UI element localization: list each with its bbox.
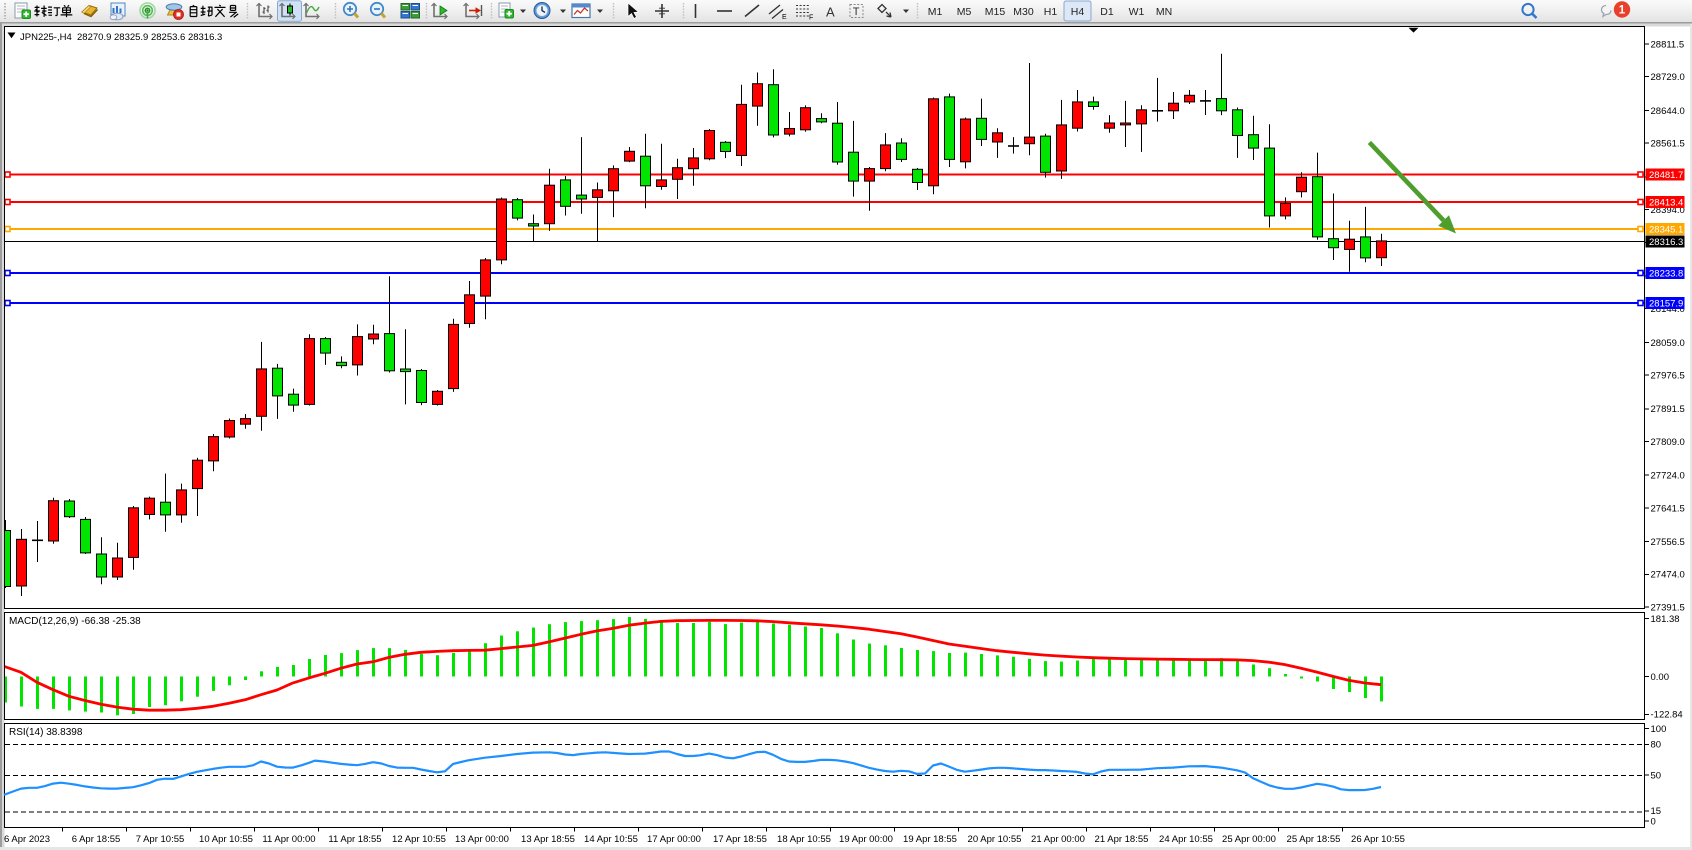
svg-text:JPN225-,H4 28270.9 28325.9 28: JPN225-,H4 28270.9 28325.9 28253.6 28316… [20, 32, 222, 43]
svg-text:19 Apr 18:55: 19 Apr 18:55 [903, 834, 957, 845]
svg-text:0: 0 [1651, 817, 1656, 828]
svg-text:MN: MN [1156, 6, 1172, 18]
svg-text:13 Apr 18:55: 13 Apr 18:55 [521, 834, 575, 845]
svg-text:6 Apr 2023: 6 Apr 2023 [4, 834, 50, 845]
svg-text:27556.5: 27556.5 [1651, 537, 1685, 548]
svg-text:A: A [826, 5, 835, 20]
svg-text:MACD(12,26,9) -66.38 -25.38: MACD(12,26,9) -66.38 -25.38 [9, 616, 141, 627]
svg-text:27809.0: 27809.0 [1651, 437, 1685, 448]
svg-text:M30: M30 [1013, 6, 1034, 18]
svg-text:14 Apr 10:55: 14 Apr 10:55 [584, 834, 638, 845]
svg-text:28644.0: 28644.0 [1651, 106, 1685, 117]
svg-text:27891.5: 27891.5 [1651, 404, 1685, 415]
svg-text:21 Apr 18:55: 21 Apr 18:55 [1095, 834, 1149, 845]
svg-text:7 Apr 10:55: 7 Apr 10:55 [136, 834, 185, 845]
svg-text:27724.0: 27724.0 [1651, 471, 1685, 482]
svg-text:28144.0: 28144.0 [1651, 304, 1685, 315]
svg-text:F: F [809, 15, 813, 22]
svg-text:100: 100 [1651, 724, 1667, 735]
svg-text:H1: H1 [1044, 6, 1058, 18]
svg-text:26 Apr 10:55: 26 Apr 10:55 [1351, 834, 1405, 845]
svg-text:19 Apr 00:00: 19 Apr 00:00 [839, 834, 893, 845]
svg-text:28157.9: 28157.9 [1649, 299, 1683, 310]
svg-text:M1: M1 [928, 6, 943, 18]
svg-text:0.00: 0.00 [1651, 672, 1670, 683]
svg-text:15: 15 [1651, 806, 1662, 817]
svg-text:28561.5: 28561.5 [1651, 139, 1685, 150]
svg-text:E: E [782, 14, 787, 21]
svg-text:12 Apr 10:55: 12 Apr 10:55 [392, 834, 446, 845]
svg-text:25 Apr 18:55: 25 Apr 18:55 [1287, 834, 1341, 845]
svg-text:28316.3: 28316.3 [1649, 237, 1683, 248]
svg-text:27976.5: 27976.5 [1651, 371, 1685, 382]
svg-text:28413.4: 28413.4 [1649, 198, 1683, 209]
svg-text:T: T [853, 6, 860, 18]
svg-text:18 Apr 10:55: 18 Apr 10:55 [777, 834, 831, 845]
svg-text:RSI(14) 38.8398: RSI(14) 38.8398 [9, 727, 83, 738]
svg-text:17 Apr 18:55: 17 Apr 18:55 [713, 834, 767, 845]
svg-text:11 Apr 18:55: 11 Apr 18:55 [328, 834, 381, 845]
svg-text:28394.0: 28394.0 [1651, 205, 1685, 216]
svg-text:17 Apr 00:00: 17 Apr 00:00 [647, 834, 701, 845]
svg-text:28811.5: 28811.5 [1651, 39, 1685, 50]
svg-text:28059.0: 28059.0 [1651, 338, 1685, 349]
svg-text:28345.1: 28345.1 [1649, 225, 1683, 236]
svg-text:6 Apr 18:55: 6 Apr 18:55 [72, 834, 121, 845]
svg-text:27641.5: 27641.5 [1651, 503, 1685, 514]
svg-text:20 Apr 10:55: 20 Apr 10:55 [968, 834, 1022, 845]
svg-text:28481.7: 28481.7 [1649, 170, 1683, 181]
svg-text:80: 80 [1651, 740, 1662, 751]
svg-text:28233.8: 28233.8 [1649, 269, 1683, 280]
svg-text:11 Apr 00:00: 11 Apr 00:00 [262, 834, 315, 845]
svg-text:27474.0: 27474.0 [1651, 570, 1685, 581]
svg-text:21 Apr 00:00: 21 Apr 00:00 [1031, 834, 1085, 845]
svg-text:13 Apr 00:00: 13 Apr 00:00 [455, 834, 509, 845]
svg-text:181.38: 181.38 [1651, 614, 1680, 625]
svg-text:1: 1 [1619, 5, 1626, 17]
svg-text:10 Apr 10:55: 10 Apr 10:55 [199, 834, 253, 845]
svg-text:W1: W1 [1129, 6, 1145, 18]
svg-text:24 Apr 10:55: 24 Apr 10:55 [1159, 834, 1213, 845]
svg-text:-122.84: -122.84 [1651, 710, 1683, 721]
svg-text:M5: M5 [957, 6, 972, 18]
svg-text:25 Apr 00:00: 25 Apr 00:00 [1222, 834, 1276, 845]
svg-text:50: 50 [1651, 770, 1662, 781]
svg-text:D1: D1 [1100, 6, 1114, 18]
svg-text:28729.0: 28729.0 [1651, 72, 1685, 83]
svg-text:H4: H4 [1071, 6, 1085, 18]
svg-text:27391.5: 27391.5 [1651, 602, 1685, 613]
svg-text:M15: M15 [985, 6, 1006, 18]
